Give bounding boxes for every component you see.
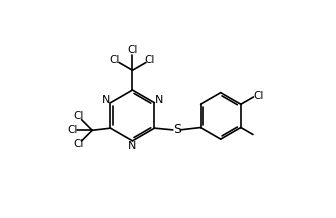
- Text: N: N: [102, 95, 110, 105]
- Text: N: N: [155, 95, 163, 105]
- Text: S: S: [173, 123, 181, 136]
- Text: Cl: Cl: [73, 139, 83, 149]
- Text: N: N: [128, 141, 137, 151]
- Text: Cl: Cl: [110, 55, 120, 65]
- Text: Cl: Cl: [67, 125, 78, 135]
- Text: Cl: Cl: [127, 45, 138, 55]
- Text: Cl: Cl: [73, 111, 83, 121]
- Text: Cl: Cl: [254, 91, 264, 101]
- Text: Cl: Cl: [145, 55, 155, 65]
